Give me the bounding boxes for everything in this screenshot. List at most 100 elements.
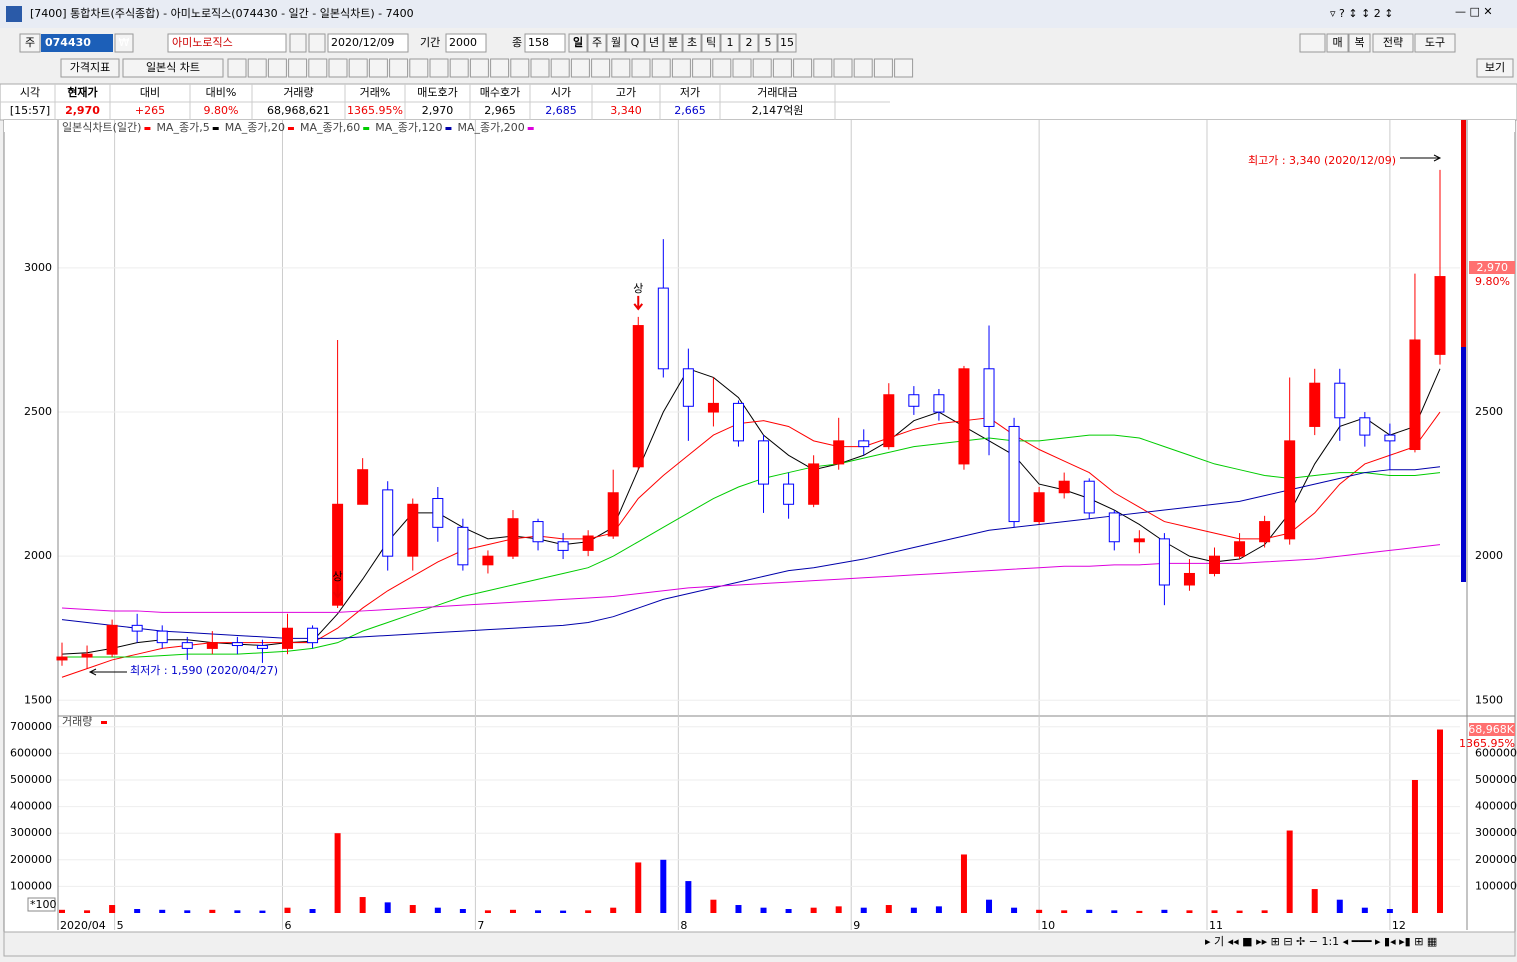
prev-btn[interactable] (289, 33, 307, 53)
window-controls[interactable]: — □ ✕ (1455, 5, 1493, 18)
right-btn-box[interactable] (1326, 33, 1349, 53)
info-value: 2,665 (674, 104, 706, 117)
tool-icon[interactable] (570, 58, 590, 78)
tool-icon[interactable] (651, 58, 671, 78)
count-field[interactable] (524, 33, 566, 53)
date-field[interactable] (327, 33, 409, 53)
unit-btn-box[interactable] (682, 33, 702, 53)
tool-icon[interactable] (631, 58, 651, 78)
vol-tick-label: 600000 (10, 746, 52, 759)
candle-body (1033, 492, 1045, 523)
last-vol: 68,968K (1468, 723, 1514, 736)
app-icon (6, 6, 22, 22)
tool-icon[interactable] (368, 58, 388, 78)
right-btn-box[interactable] (1348, 33, 1371, 53)
tool-icon[interactable] (611, 58, 631, 78)
tool-icon[interactable] (833, 58, 853, 78)
unit-btn: 년 (649, 36, 659, 49)
tool-icon[interactable] (288, 58, 308, 78)
tool-icon[interactable] (308, 58, 328, 78)
volume-bar (234, 910, 241, 913)
info-header: 거래대금 (757, 86, 797, 99)
period-field[interactable] (445, 33, 487, 53)
tool-icon[interactable] (752, 58, 772, 78)
tool-icon[interactable] (813, 58, 833, 78)
unit-btn-box[interactable] (568, 33, 588, 53)
tool-icon[interactable] (894, 58, 914, 78)
volume-bar (1411, 779, 1418, 913)
tool-icon[interactable] (530, 58, 550, 78)
search-icon-box[interactable] (114, 33, 134, 53)
candle-body (1183, 572, 1195, 586)
tool-icon[interactable] (267, 58, 287, 78)
code-field[interactable] (41, 34, 113, 52)
next-btn[interactable] (308, 33, 326, 53)
volume-bar (960, 854, 967, 913)
tool-icon[interactable] (550, 58, 570, 78)
volume-bar (1136, 910, 1143, 913)
tool-icon[interactable] (227, 58, 247, 78)
unit-btn-box[interactable] (777, 33, 797, 53)
last-vol-box (1469, 723, 1515, 736)
tool-icon[interactable] (510, 58, 530, 78)
tool-icon[interactable] (429, 58, 449, 78)
unit-btn-box[interactable] (587, 33, 607, 53)
tool-icon[interactable] (490, 58, 510, 78)
name-field[interactable] (167, 33, 287, 53)
tool-icon[interactable] (348, 58, 368, 78)
volume-bar (1361, 907, 1368, 913)
code-text: 074430 (45, 36, 91, 49)
unit-btn-box[interactable] (701, 33, 721, 53)
info-value: +265 (135, 104, 165, 117)
tool-icon[interactable] (793, 58, 813, 78)
limit-up-arrow (633, 295, 644, 311)
unit-btn-box[interactable] (644, 33, 664, 53)
info-header: 저가 (680, 86, 700, 99)
x-tick-label: 11 (1209, 919, 1223, 932)
volume-bar (1236, 910, 1243, 913)
vol-tick-label: 100000 (10, 879, 52, 892)
code-prefix-box[interactable] (19, 33, 41, 53)
vol-swatch (101, 721, 107, 724)
volume-bar (735, 905, 742, 913)
view-btn-box[interactable] (1476, 58, 1514, 78)
tool-icon[interactable] (449, 58, 469, 78)
tool-icon[interactable] (671, 58, 691, 78)
scroll-bar[interactable] (3, 931, 1516, 957)
volume-bar (109, 905, 116, 913)
tool-icon[interactable] (469, 58, 489, 78)
unit-btn-box[interactable] (758, 33, 778, 53)
tool-icon[interactable] (247, 58, 267, 78)
info-header: 현재가 (67, 85, 97, 99)
tool-icon[interactable] (409, 58, 429, 78)
tool-icon[interactable] (591, 58, 611, 78)
unit-btn-box[interactable] (625, 33, 645, 53)
candle-body (1334, 382, 1346, 419)
tool-icon[interactable] (712, 58, 732, 78)
info-value: [15:57] (10, 104, 50, 117)
chartkind-select-box[interactable] (122, 58, 224, 78)
x-tick-label: 7 (477, 919, 484, 932)
tool-icon[interactable] (873, 58, 893, 78)
unit-btn-box[interactable] (606, 33, 626, 53)
unit-btn-box[interactable] (720, 33, 740, 53)
tool-icon[interactable] (389, 58, 409, 78)
tool-icon[interactable] (692, 58, 712, 78)
cloud-btn-box[interactable] (1299, 33, 1326, 53)
unit-btn-box[interactable] (663, 33, 683, 53)
legend-swatch (287, 127, 294, 130)
candle-body (983, 368, 995, 427)
right-btn-box[interactable] (1372, 33, 1414, 53)
volume-bar (560, 910, 567, 913)
info-header: 매도호가 (417, 86, 457, 99)
legend-swatch (212, 127, 219, 130)
x-tick-label: 10 (1041, 919, 1055, 932)
right-btn-box[interactable] (1414, 33, 1456, 53)
tool-icon[interactable] (853, 58, 873, 78)
unit-btn-box[interactable] (739, 33, 759, 53)
volume-bar (986, 899, 993, 913)
indicator-btn-box[interactable] (60, 58, 120, 78)
tool-icon[interactable] (328, 58, 348, 78)
tool-icon[interactable] (732, 58, 752, 78)
tool-icon[interactable] (772, 58, 792, 78)
